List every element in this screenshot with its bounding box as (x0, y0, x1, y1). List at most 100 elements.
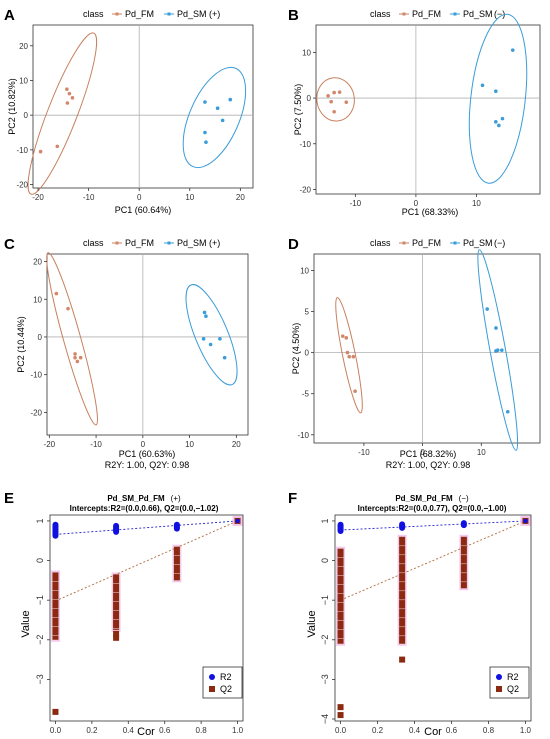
fm-sample-point (55, 144, 60, 149)
q2-permutation-points (113, 574, 120, 630)
x-tick-label: 0.4 (409, 726, 421, 735)
panel-b-x-ticks: -10 0 10 (350, 194, 481, 208)
panel-c-y-label: PC2 (10.44%) (16, 316, 26, 373)
original-model-r2-point (235, 518, 240, 524)
x-tick-label: 0.0 (335, 726, 347, 735)
fm-confidence-ellipse (46, 252, 98, 426)
y-tick-label: -5 (302, 390, 310, 399)
sm-sample-point (208, 342, 213, 347)
panel-d-legend-fm-swatch (402, 241, 406, 245)
fm-sample-point (54, 291, 59, 296)
fm-sample-point (38, 149, 43, 154)
panel-e-subtitle: Intercepts:R2=(0.0,0.66), Q2=(0.0,−1.02) (70, 504, 219, 513)
panel-a-plot-area (32, 24, 254, 189)
y-tick-label: 0 (38, 333, 43, 342)
q2-outlier-point (399, 656, 406, 663)
sm-confidence-ellipse (185, 284, 238, 386)
panel-d-legend-fm-label: Pd_FM (412, 238, 441, 248)
r2-regression-line (55, 520, 238, 535)
panel-f-legend-q2-label: Q2 (507, 684, 519, 694)
panel-c-points (54, 291, 227, 364)
panel-e-trend-lines (55, 520, 238, 602)
y-tick-label: -20 (299, 185, 311, 194)
panel-e: E Pd_SM_Pd_FM (+) Intercepts:R2=(0.0,0.66… (4, 490, 244, 738)
panel-c-letter: C (4, 236, 15, 253)
y-tick-label: -20 (16, 181, 28, 190)
x-tick-label: -20 (32, 193, 44, 202)
panel-c: C class Pd_FM Pd_SM (+) -20 -10 0 10 20 -20-… (4, 236, 249, 470)
panel-e-title-text: Pd_SM_Pd_FM (107, 494, 165, 503)
panel-a-mode-tag: (+) (209, 9, 220, 19)
panel-a-x-label: PC1 (60.64%) (115, 205, 172, 215)
panel-f-legend: R2 Q2 (489, 666, 530, 699)
panel-f-title-text: Pd_SM_Pd_FM (395, 494, 453, 503)
panel-c-legend-sm-label: Pd_SM (177, 238, 207, 248)
x-tick-label: -10 (90, 440, 102, 449)
panel-a-legend-fm-swatch (115, 12, 119, 16)
y-tick-label: -10 (297, 431, 309, 440)
panel-b: B class Pd_FM Pd_SM (−) -10 0 10 -20 -10 0 10… (288, 7, 541, 217)
y-tick-label: -10 (30, 371, 42, 380)
fm-sample-point (344, 100, 349, 104)
sm-confidence-ellipse (182, 66, 247, 169)
panel-c-ellipses (46, 252, 238, 426)
panel-f-points (337, 515, 531, 719)
sm-sample-point (505, 409, 510, 414)
panel-d-x-ticks: -10 0 10 (358, 443, 486, 457)
fm-sample-point (351, 354, 356, 359)
panel-d-legend-sm-label: Pd_SM (463, 238, 493, 248)
fm-sample-point (332, 109, 336, 114)
y-tick-label: 10 (300, 266, 309, 275)
panel-e-y-ticks: 1 0 −1 −2 −3 (35, 518, 50, 685)
x-tick-label: 0.2 (372, 726, 384, 735)
panel-d-y-label: PC2 (4.50%) (291, 323, 301, 375)
q2-outlier-point (113, 634, 120, 641)
panel-b-legend-sm-swatch (453, 12, 457, 16)
panel-c-legend-fm-label: Pd_FM (125, 238, 154, 248)
panel-d-mode-tag: (−) (494, 238, 505, 248)
panel-e-title-tag: (+) (171, 494, 181, 503)
sm-sample-point (220, 118, 225, 123)
y-tick-label: 0 (24, 111, 29, 120)
panel-d-legend-sm-swatch (453, 241, 457, 245)
fm-confidence-ellipse (27, 32, 98, 195)
fm-sample-point (353, 389, 357, 394)
fm-sample-point (73, 352, 77, 356)
panel-c-y-ticks: -20 -10 0 10 20 (30, 258, 47, 417)
panel-d-y-ticks: -10 -5 0 5 10 (297, 266, 314, 440)
panel-f-y-ticks: 1 0 −1 −2 −3 −4 (320, 518, 335, 724)
fm-sample-point (73, 355, 77, 360)
x-tick-label: -10 (83, 193, 95, 202)
x-tick-label: 0 (141, 440, 146, 449)
panel-e-x-ticks: 0.0 0.2 0.4 0.6 0.8 1.0 (50, 721, 244, 735)
panel-a-legend-sm-swatch (167, 12, 171, 16)
r2-regression-line (340, 520, 526, 531)
sm-sample-point (497, 123, 501, 128)
panel-e-title: Pd_SM_Pd_FM (+) (107, 494, 181, 503)
panel-b-points (326, 48, 515, 128)
y-tick-label: 0 (305, 349, 310, 358)
sm-sample-point (500, 348, 504, 352)
fm-sample-point (326, 93, 330, 98)
y-tick-label: 20 (19, 42, 28, 51)
panel-c-x-ticks: -20 -10 0 10 20 (44, 435, 241, 449)
fm-sample-point (340, 334, 345, 338)
x-tick-label: -10 (350, 199, 362, 208)
fm-sample-point (345, 350, 350, 355)
panel-f-trend-lines (340, 520, 526, 601)
panel-b-y-ticks: -20 -10 0 10 (299, 48, 316, 194)
x-tick-label: 0.8 (483, 726, 495, 735)
x-tick-label: 0 (420, 448, 425, 457)
panel-a-legend-sm-label: Pd_SM (177, 9, 207, 19)
x-tick-label: 0.6 (159, 726, 171, 735)
fm-sample-point (67, 91, 72, 96)
panel-b-legend-title: class (370, 9, 391, 19)
sm-sample-point (494, 326, 498, 330)
fm-sample-point (344, 336, 349, 340)
y-tick-label: -10 (16, 146, 28, 155)
panel-d-points (340, 307, 510, 414)
panel-d-plot-area (313, 253, 541, 444)
fm-sample-point (329, 99, 333, 104)
x-tick-label: 20 (236, 193, 245, 202)
